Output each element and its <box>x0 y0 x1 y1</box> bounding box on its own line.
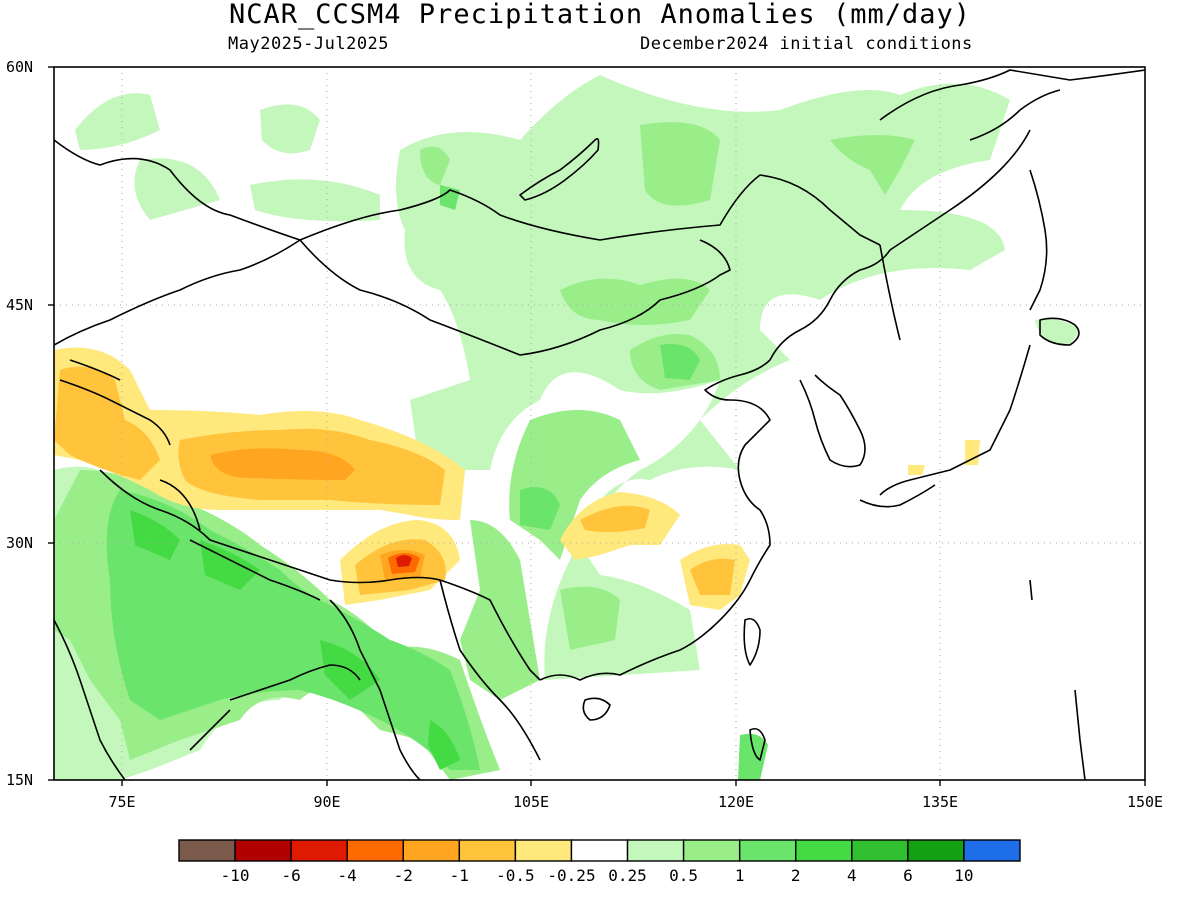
lat-label-15n: 15N <box>6 771 34 789</box>
map-title: NCAR_CCSM4 Precipitation Anomalies (mm/d… <box>229 0 971 30</box>
colorbar-swatch <box>963 839 1021 862</box>
colorbar-swatch <box>458 839 517 862</box>
graticule <box>54 67 1145 780</box>
lon-label-120e: 120E <box>717 793 755 811</box>
colorbar-label: -0.25 <box>547 866 596 885</box>
colorbar-label: 10 <box>954 866 974 885</box>
colorbar-swatch <box>907 839 965 862</box>
colorbar-swatch <box>738 839 797 862</box>
colorbar-swatch <box>402 839 461 862</box>
colorbar-swatch <box>626 839 685 862</box>
anomaly-fill-medium-green <box>106 185 768 780</box>
anomaly-fill-red <box>388 553 420 574</box>
colorbar-label: 0.5 <box>669 866 699 885</box>
colorbar-label: 1 <box>734 866 745 885</box>
colorbar-swatch <box>682 839 741 862</box>
lat-label-60n: 60N <box>6 58 34 76</box>
colorbar-swatch <box>514 839 573 862</box>
colorbar-swatch <box>178 839 236 862</box>
forecast-period: May2025-Jul2025 <box>228 34 390 54</box>
colorbar-label: -0.5 <box>496 866 535 885</box>
lat-label-30n: 30N <box>6 534 34 552</box>
axis-ticks <box>48 66 1146 786</box>
colorbar-swatch <box>851 839 909 862</box>
colorbar-label: -2 <box>393 866 413 885</box>
colorbar-label: -10 <box>220 866 250 885</box>
colorbar-label: 0.25 <box>608 866 647 885</box>
lon-label-105e: 105E <box>512 793 550 811</box>
colorbar-label: -1 <box>449 866 469 885</box>
colorbar-swatch <box>346 839 404 862</box>
lon-label-135e: 135E <box>921 793 959 811</box>
coastlines-borders <box>54 69 1145 780</box>
colorbar-label: 4 <box>846 866 857 885</box>
colorbar-label: -6 <box>281 866 301 885</box>
colorbar-swatch <box>290 839 348 862</box>
colorbar-label: -4 <box>337 866 357 885</box>
colorbar-label: 6 <box>903 866 913 885</box>
lon-label-150e: 150E <box>1126 793 1164 811</box>
lon-label-75e: 75E <box>108 793 136 811</box>
initial-conditions: December2024 initial conditions <box>640 34 973 54</box>
colorbar-swatch <box>795 839 853 862</box>
colorbar-label: 2 <box>790 866 801 885</box>
colorbar-swatch <box>234 839 292 862</box>
lon-label-90e: 90E <box>313 793 341 811</box>
map-frame <box>53 66 1146 781</box>
lat-label-45n: 45N <box>6 296 34 314</box>
colorbar-swatch <box>570 839 629 862</box>
